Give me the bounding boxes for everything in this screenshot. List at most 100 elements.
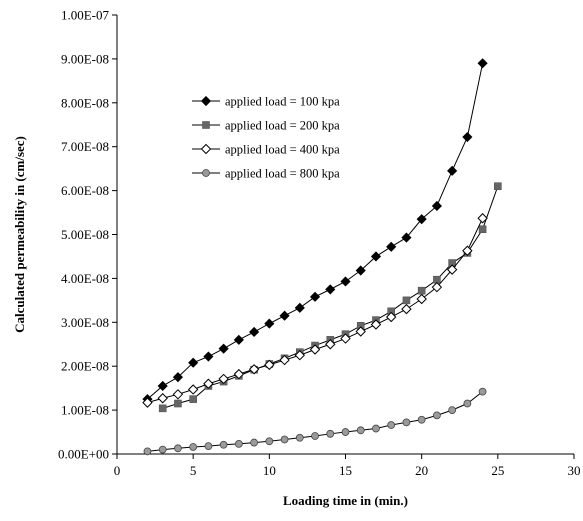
x-tick-label: 25: [491, 463, 504, 478]
series-4-point: [311, 432, 319, 440]
series-1-point: [340, 276, 351, 287]
legend-label: applied load = 400 kpa: [225, 143, 340, 157]
legend-marker: [200, 95, 212, 107]
series-2-line: [162, 186, 499, 409]
series-1-point: [431, 200, 442, 212]
series-1-point: [325, 284, 336, 295]
series-layer: [142, 58, 502, 456]
series-3-point: [172, 389, 184, 400]
series-4-point: [204, 442, 213, 450]
series-4-point: [280, 435, 289, 444]
series-4-point: [402, 418, 411, 427]
y-tick-label: 0.00E+00: [58, 447, 109, 462]
series-1-point: [233, 334, 244, 345]
series-4-point: [341, 428, 350, 436]
legend-item-3: applied load = 400 kpa: [192, 143, 340, 157]
series-1: [142, 58, 488, 405]
series-2-point: [494, 182, 502, 191]
series-1-point: [416, 214, 427, 225]
series-3-point: [294, 350, 306, 361]
legend-label: applied load = 800 kpa: [225, 167, 340, 181]
series-2-point: [417, 286, 426, 295]
series-4-point: [356, 426, 365, 435]
series-1-point: [477, 58, 488, 69]
series-3-point: [385, 311, 397, 323]
legend-item-2: applied load = 200 kpa: [192, 119, 340, 133]
y-tick-label: 7.00E-08: [61, 139, 109, 154]
series-3: [142, 213, 488, 408]
series-4-line: [147, 391, 483, 452]
series-3-point: [446, 264, 458, 275]
series-1-point: [447, 165, 458, 176]
series-4-point: [234, 440, 243, 448]
series-3-point: [340, 333, 351, 344]
series-3-point: [203, 378, 214, 389]
series-4-point: [295, 433, 304, 442]
series-2-point: [174, 399, 182, 408]
series-4-point: [463, 399, 472, 408]
series-3-point: [142, 397, 153, 408]
x-tick-label: 10: [263, 463, 276, 478]
legend-label: applied load = 200 kpa: [225, 119, 340, 133]
series-1-point: [279, 310, 290, 321]
legend-item-1: applied load = 100 kpa: [192, 95, 340, 109]
series-1-point: [386, 241, 397, 252]
y-tick-label: 8.00E-08: [61, 95, 109, 110]
y-tick-label: 2.00E-08: [61, 359, 109, 374]
series-3-point: [309, 344, 321, 355]
series-4-point: [326, 429, 335, 438]
y-axis-ticks: 0.00E+00 1.00E-08 2.00E-08 3.00E-08 4.00E-08…: [58, 8, 117, 462]
series-1-point: [401, 232, 412, 243]
series-4: [143, 387, 487, 456]
series-1-point: [157, 380, 168, 392]
legend-marker: [200, 143, 212, 155]
series-3-point: [218, 373, 229, 385]
x-tick-label: 30: [568, 463, 581, 478]
series-1-point: [355, 265, 366, 276]
series-2-point: [158, 404, 167, 413]
series-4-point: [158, 445, 167, 454]
series-1-point: [294, 302, 305, 313]
y-tick-label: 5.00E-08: [61, 227, 109, 242]
series-4-point: [189, 443, 198, 451]
series-1-point: [370, 251, 382, 262]
x-tick-label: 20: [415, 463, 428, 478]
series-4-point: [432, 411, 441, 420]
series-3-point: [431, 281, 443, 293]
series-2-point: [402, 296, 411, 305]
axes: [116, 15, 574, 455]
series-1-point: [462, 131, 473, 143]
x-tick-label: 5: [190, 463, 197, 478]
series-3-point: [401, 303, 412, 315]
series-4-point: [174, 444, 182, 453]
x-axis-ticks: 0 5 10 15 20 25 30: [114, 454, 581, 478]
series-4-point: [219, 440, 228, 449]
series-3-point: [264, 359, 275, 371]
x-axis-title: Loading time in (min.): [283, 493, 408, 508]
legend-marker: [202, 121, 210, 129]
y-tick-label: 3.00E-08: [61, 315, 109, 330]
series-2-point: [189, 395, 197, 403]
series-2-point: [478, 225, 487, 234]
y-tick-label: 9.00E-08: [61, 51, 109, 66]
series-4-point: [417, 415, 426, 424]
series-3-point: [248, 364, 260, 375]
y-tick-label: 1.00E-07: [61, 8, 110, 23]
series-3-point: [477, 213, 488, 224]
series-3-point: [355, 326, 366, 337]
series-1-point: [172, 372, 183, 383]
series-4-point: [143, 447, 152, 456]
series-1-point: [188, 357, 199, 368]
y-tick-label: 1.00E-08: [61, 403, 109, 418]
series-1-point: [264, 318, 275, 329]
series-4-point: [387, 421, 396, 429]
series-3-point: [187, 384, 199, 395]
legend-marker: [202, 169, 210, 177]
y-tick-label: 4.00E-08: [61, 271, 109, 286]
series-4-point: [448, 406, 457, 415]
series-4-point: [372, 424, 380, 433]
series-4-point: [265, 437, 274, 446]
series-1-point: [203, 351, 214, 362]
x-tick-label: 15: [339, 463, 352, 478]
